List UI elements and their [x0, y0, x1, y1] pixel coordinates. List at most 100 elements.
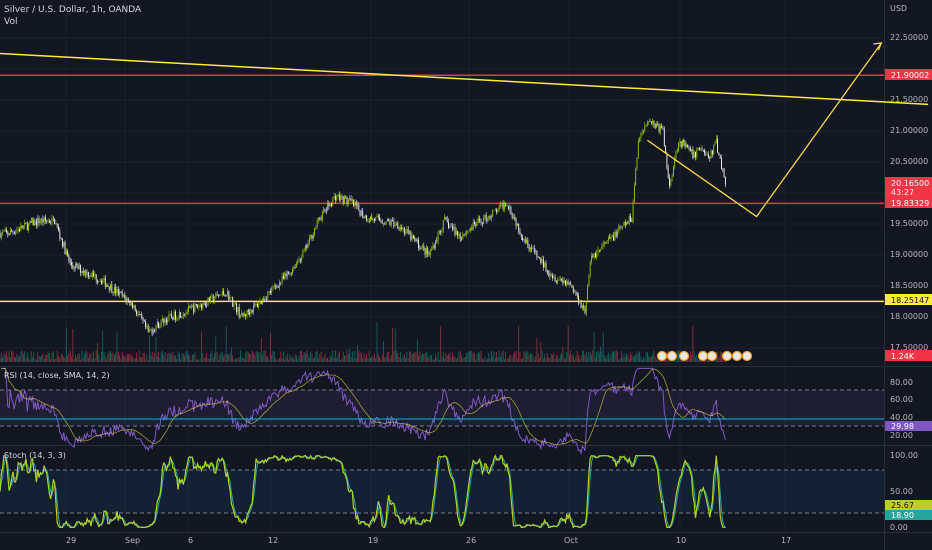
- volume-bar: [541, 350, 543, 362]
- volume-bar: [324, 353, 326, 362]
- candle-body: [579, 302, 581, 304]
- volume-bar: [376, 322, 378, 362]
- volume-bar: [17, 356, 19, 362]
- candle-body: [672, 166, 674, 177]
- candle-body: [463, 234, 465, 236]
- volume-bar: [523, 351, 525, 362]
- candle-body: [415, 238, 417, 242]
- volume-bar: [488, 352, 490, 362]
- volume-bar: [559, 354, 561, 362]
- volume-bar: [476, 354, 478, 362]
- volume-bar: [422, 353, 423, 362]
- volume-bar: [678, 350, 679, 362]
- candle-body: [572, 287, 574, 293]
- volume-bar: [349, 348, 351, 362]
- candle-body: [51, 218, 53, 224]
- price-tick-label: 19.50000: [890, 219, 928, 228]
- candle-body: [475, 223, 477, 226]
- trendline[interactable]: [0, 52, 929, 106]
- volume-bar: [115, 353, 117, 362]
- candle-body: [98, 281, 100, 282]
- volume-bar: [597, 350, 599, 362]
- volume-bar: [392, 327, 393, 362]
- volume-bar: [207, 358, 209, 362]
- candle-body: [510, 207, 512, 215]
- volume-bar: [380, 359, 382, 362]
- candle-body: [457, 230, 459, 236]
- volume-bar: [491, 351, 492, 362]
- candle-body: [19, 229, 20, 231]
- volume-bar: [279, 357, 280, 362]
- candle-body: [203, 303, 205, 304]
- candle-body: [476, 221, 478, 226]
- volume-bar: [388, 351, 390, 362]
- volume-bar: [344, 355, 345, 362]
- candle-body: [177, 318, 179, 320]
- volume-bar: [450, 356, 452, 362]
- candle-body: [722, 168, 724, 170]
- candle-body: [418, 239, 420, 249]
- price-axis[interactable]: 22.50000 21.50000 21.00000 20.50000 19.5…: [890, 33, 928, 352]
- candle-body: [399, 227, 401, 230]
- candle-body: [220, 294, 222, 296]
- candle-body: [17, 229, 19, 231]
- candle-body: [25, 222, 27, 224]
- candle-body: [723, 168, 725, 178]
- candle-body: [277, 286, 279, 288]
- volume-bar: [567, 326, 569, 362]
- candle-body: [462, 234, 464, 240]
- candle-body: [568, 283, 570, 285]
- volume-bar: [288, 359, 289, 362]
- candle-body: [471, 227, 473, 230]
- candle-body: [654, 124, 656, 128]
- candle-body: [671, 176, 673, 179]
- candle-body: [188, 306, 189, 313]
- candle-body: [705, 153, 707, 155]
- volume-bar: [303, 352, 305, 362]
- candle-body: [117, 289, 119, 296]
- candle-body: [311, 234, 313, 240]
- candle-body: [185, 312, 187, 315]
- candle-body: [197, 305, 199, 308]
- volume-bar: [533, 359, 535, 362]
- volume-bar: [458, 352, 460, 362]
- candle-body: [489, 216, 491, 219]
- event-flags[interactable]: [656, 350, 753, 362]
- volume-bar: [402, 356, 404, 362]
- candle-body: [120, 291, 122, 293]
- candle-body: [321, 212, 323, 220]
- candle-body: [41, 218, 43, 222]
- candle-body: [492, 210, 494, 217]
- time-axis[interactable]: 29 Sep 6 12 19 26 Oct 10 17: [66, 536, 791, 545]
- volume-bar: [267, 356, 269, 362]
- volume-bar: [500, 357, 501, 362]
- volume-bar: [49, 352, 50, 362]
- candle-body: [42, 218, 44, 223]
- volume-bar: [197, 359, 198, 362]
- volume-bar: [25, 357, 27, 362]
- volume-bar: [448, 354, 449, 362]
- candle-body: [85, 270, 87, 276]
- volume-bar: [572, 354, 574, 362]
- candle-body: [16, 230, 18, 232]
- volume-bar: [103, 351, 105, 362]
- volume-bar: [544, 354, 546, 362]
- volume-bar: [411, 353, 413, 362]
- volume-bar: [428, 357, 430, 362]
- candle-body: [47, 220, 49, 222]
- volume-bar: [385, 356, 387, 362]
- volume-bar: [172, 351, 174, 362]
- volume-bar: [363, 353, 365, 362]
- candle-body: [141, 314, 143, 318]
- volume-bar: [433, 358, 435, 362]
- candle-body: [207, 297, 209, 306]
- candle-body: [201, 304, 202, 309]
- projection-path[interactable]: [647, 42, 882, 218]
- volume-bar: [310, 351, 312, 362]
- candle-body: [32, 219, 33, 223]
- volume-bar: [592, 350, 594, 362]
- volume-bar: [28, 357, 29, 362]
- candle-body: [344, 196, 345, 204]
